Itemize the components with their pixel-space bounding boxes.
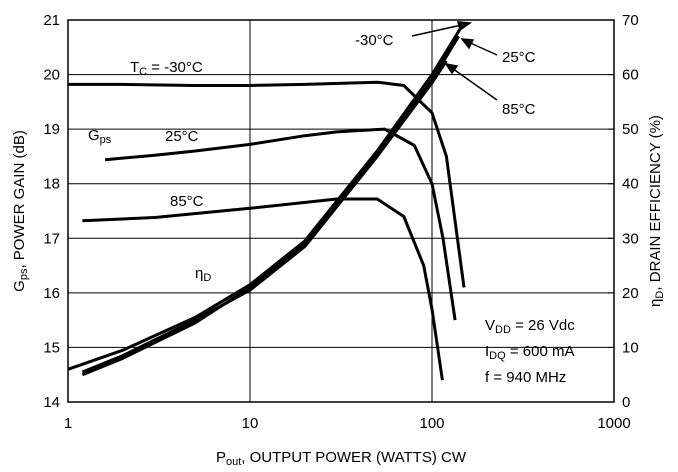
text-part: DD	[495, 324, 511, 336]
text-part: ps	[18, 268, 30, 280]
text-part: η	[195, 265, 203, 282]
text-part: D	[654, 291, 666, 299]
text-part: out	[226, 456, 241, 468]
y2-tick-label: 50	[622, 121, 639, 138]
y-tick-label: 14	[43, 394, 60, 411]
text-part: G	[88, 127, 100, 144]
text-part: ps	[100, 134, 112, 146]
text-part: P	[216, 449, 226, 466]
arrow-head	[460, 38, 475, 50]
y-tick-label: 15	[43, 339, 60, 356]
text-part: G	[11, 280, 28, 292]
text-part: 85°C	[170, 193, 204, 210]
annotation: -30°C	[355, 32, 394, 49]
arrow	[411, 23, 467, 37]
arrow	[448, 65, 498, 101]
annotation: ηD	[195, 265, 211, 284]
text-part: I	[485, 343, 489, 360]
x-tick-label: 10	[242, 415, 259, 432]
text-part: V	[485, 317, 495, 334]
y-tick-label: 21	[43, 12, 60, 29]
text-part: 25°C	[165, 128, 199, 145]
series-line	[68, 80, 466, 288]
text-part: η	[647, 299, 664, 307]
series-line	[81, 35, 460, 377]
annotation: VDD = 26 Vdc	[485, 317, 575, 336]
series-line	[104, 127, 457, 321]
text-part: DQ	[489, 350, 506, 362]
annotation: IDQ = 600 mA	[485, 343, 574, 362]
text-part: , OUTPUT POWER (WATTS) CW	[241, 449, 467, 466]
text-part: 25°C	[502, 49, 536, 66]
text-part: 85°C	[502, 101, 536, 118]
y-tick-label: 18	[43, 176, 60, 193]
text-part: -30°C	[355, 32, 394, 49]
annotation: f = 940 MHz	[485, 369, 566, 386]
annotation: 85°C	[170, 193, 204, 210]
text-part: D	[203, 272, 211, 284]
y-tick-label: 19	[43, 121, 60, 138]
annotation: 25°C	[165, 128, 199, 145]
annotation: TC = -30°C	[130, 59, 203, 78]
y-tick-label: 16	[43, 285, 60, 302]
x-axis-label: Pout, OUTPUT POWER (WATTS) CW	[216, 449, 467, 468]
y2-tick-label: 70	[622, 12, 639, 29]
text-part: f = 940 MHz	[485, 369, 566, 386]
annotation: 25°C	[502, 49, 536, 66]
text-part: = -30°C	[147, 59, 203, 76]
series-line	[81, 60, 448, 374]
text-part: = 600 mA	[506, 343, 575, 360]
y2-tick-label: 40	[622, 176, 639, 193]
series-line	[82, 197, 444, 381]
x-tick-label: 1	[64, 415, 72, 432]
x-tick-label: 1000	[597, 415, 630, 432]
y2-axis-label: ηD, DRAIN EFFICIENCY (%)	[647, 115, 666, 307]
y-tick-label: 20	[43, 67, 60, 84]
y2-tick-label: 60	[622, 67, 639, 84]
series-line	[67, 21, 466, 371]
text-part: C	[139, 66, 147, 78]
x-tick-label: 100	[419, 415, 444, 432]
text-part: = 26 Vdc	[511, 317, 575, 334]
arrow-head	[444, 62, 459, 75]
y2-tick-label: 30	[622, 230, 639, 247]
text-part: , POWER GAIN (dB)	[11, 130, 28, 268]
annotation: Gps	[88, 127, 112, 146]
y2-tick-label: 10	[622, 339, 639, 356]
y2-tick-label: 0	[622, 394, 630, 411]
annotation: 85°C	[502, 101, 536, 118]
text-part: T	[130, 59, 139, 76]
y-tick-label: 17	[43, 230, 60, 247]
y-axis-label: Gps, POWER GAIN (dB)	[11, 130, 30, 292]
text-part: , DRAIN EFFICIENCY (%)	[647, 115, 664, 291]
y2-tick-label: 20	[622, 285, 639, 302]
